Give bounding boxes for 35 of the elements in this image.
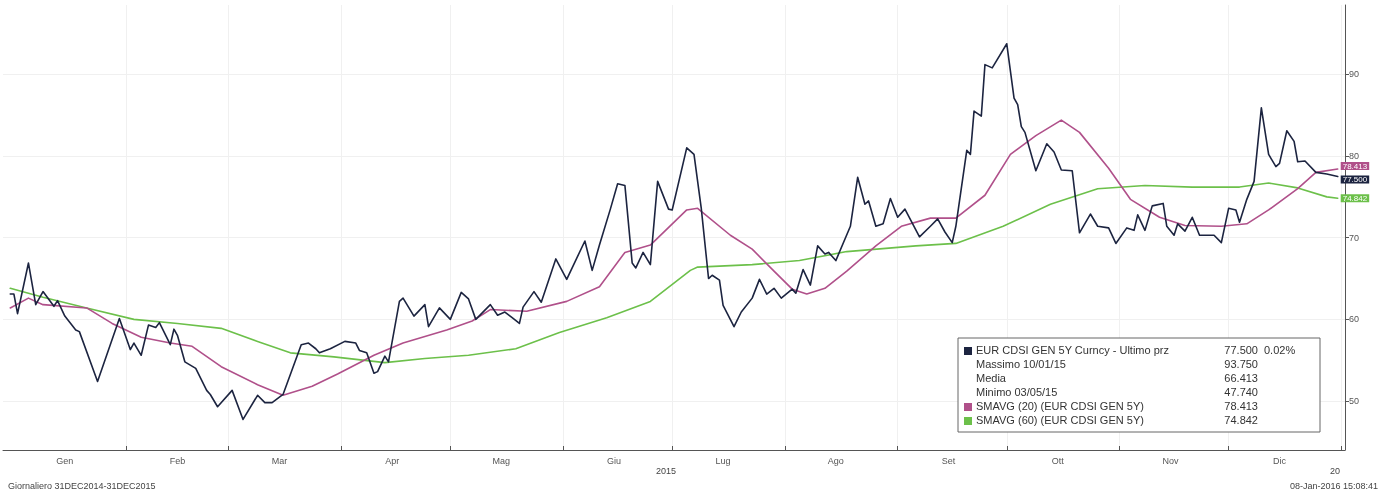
x-tick-label: Ott: [1051, 455, 1065, 466]
text: 77.500: [1224, 343, 1258, 356]
legend-label: SMAVG (60) (EUR CDSI GEN 5Y): [976, 413, 1144, 426]
x-tick-label: Feb: [169, 455, 186, 466]
y-tick-label: 80: [1349, 151, 1360, 162]
legend-label: EUR CDSI GEN 5Y Curncy - Ultimo prz: [976, 343, 1169, 356]
text: 08-Jan-2016 15:08:41: [1289, 480, 1378, 491]
x-tick-label: Set: [941, 455, 956, 466]
text: Massimo 10/01/15 93.750: [976, 357, 1258, 370]
line-series: [9, 119, 1339, 397]
y-tick-label: 90: [1349, 69, 1360, 80]
x-tick-label: Ago: [827, 455, 844, 466]
data-label: 74.842: [1342, 193, 1368, 203]
text: Minimo 03/05/15 47.740: [976, 385, 1258, 398]
x-tick-label: Lug: [715, 455, 731, 466]
y-tick-label: 50: [1349, 396, 1360, 407]
x-tick-label: Apr: [385, 455, 400, 466]
x-tick-label: Giu: [606, 455, 621, 466]
text: 2015: [655, 465, 677, 476]
text: 20: [1329, 465, 1341, 476]
x-tick-label: Mar: [271, 455, 288, 466]
text: 74.842: [1224, 413, 1258, 426]
annotation: 0.02%: [1264, 343, 1296, 356]
text: 78.413: [1224, 399, 1258, 412]
x-tick-label: Nov: [1162, 455, 1179, 466]
text: Giornaliero 31DEC2014-31DEC2015: [8, 480, 156, 491]
x-tick-label: Dic: [1273, 455, 1287, 466]
data-label: 77.500: [1342, 174, 1368, 184]
y-tick-label: 70: [1349, 232, 1360, 243]
y-tick-label: 60: [1349, 314, 1360, 325]
text: Media 66.413: [976, 371, 1258, 384]
x-tick-label: Gen: [56, 455, 74, 466]
legend-label: SMAVG (20) (EUR CDSI GEN 5Y): [976, 399, 1144, 412]
data-label: 78.413: [1342, 161, 1368, 171]
x-tick-label: Mag: [492, 455, 511, 466]
